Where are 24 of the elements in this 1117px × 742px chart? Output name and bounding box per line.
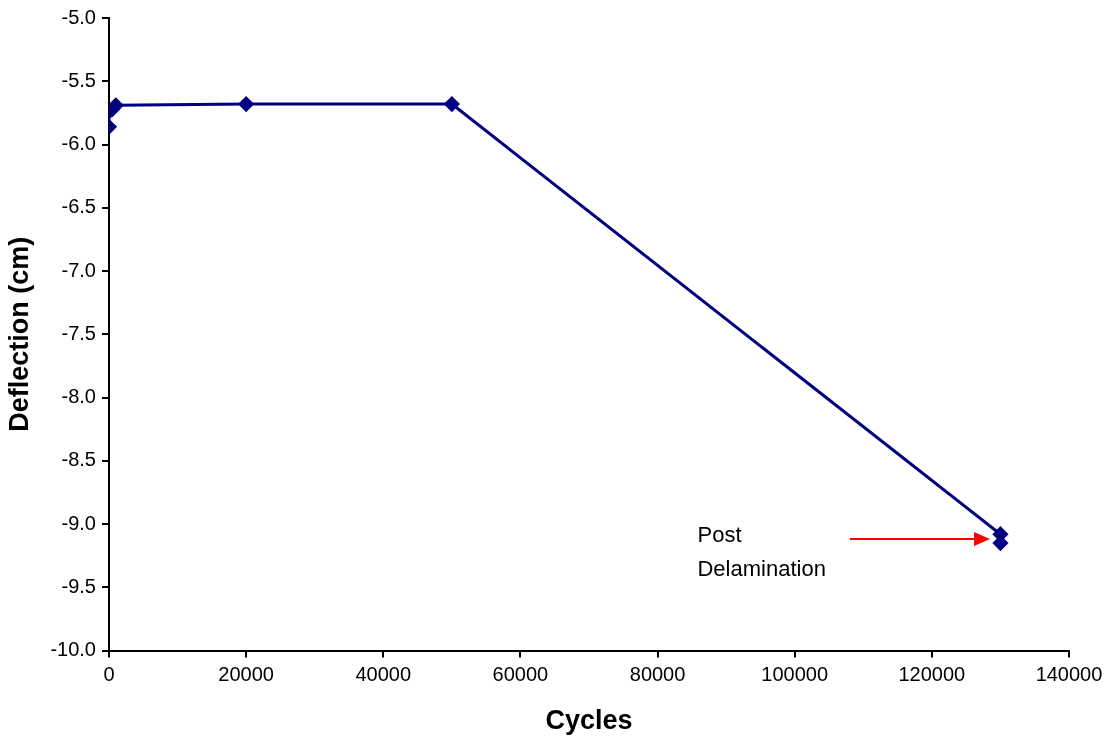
x-tick-label: 120000 (898, 663, 966, 686)
y-tick-label: -6.0 (61, 132, 96, 155)
y-tick-label: -5.5 (61, 68, 96, 91)
x-tick-label: 0 (103, 663, 115, 686)
y-tick-label: -7.0 (61, 258, 96, 281)
y-tick-label: -8.0 (61, 385, 96, 408)
point (444, 96, 460, 112)
y-tick-label: -5.0 (61, 5, 96, 28)
x-tick-label: 100000 (761, 663, 829, 686)
point (238, 96, 254, 112)
x-tick-label: 80000 (629, 663, 686, 686)
x-tick-label: 20000 (218, 663, 274, 686)
y-tick-label: -8.5 (61, 448, 96, 471)
y-tick-label: -10.0 (50, 638, 96, 661)
x-axis-title: Cycles (545, 705, 633, 736)
x-tick-label: 40000 (355, 663, 412, 686)
y-axis-title: Deflection (cm) (3, 236, 34, 432)
x-tick-label: 60000 (492, 663, 549, 686)
x-tick-label: 140000 (1035, 663, 1103, 686)
y-tick-label: -7.5 (61, 321, 96, 344)
y-tick-label: -6.5 (61, 195, 96, 218)
y-tick-label: -9.0 (61, 511, 96, 534)
annotation: Post Delamination (697, 521, 826, 581)
y-tick-label: -9.5 (61, 574, 96, 597)
